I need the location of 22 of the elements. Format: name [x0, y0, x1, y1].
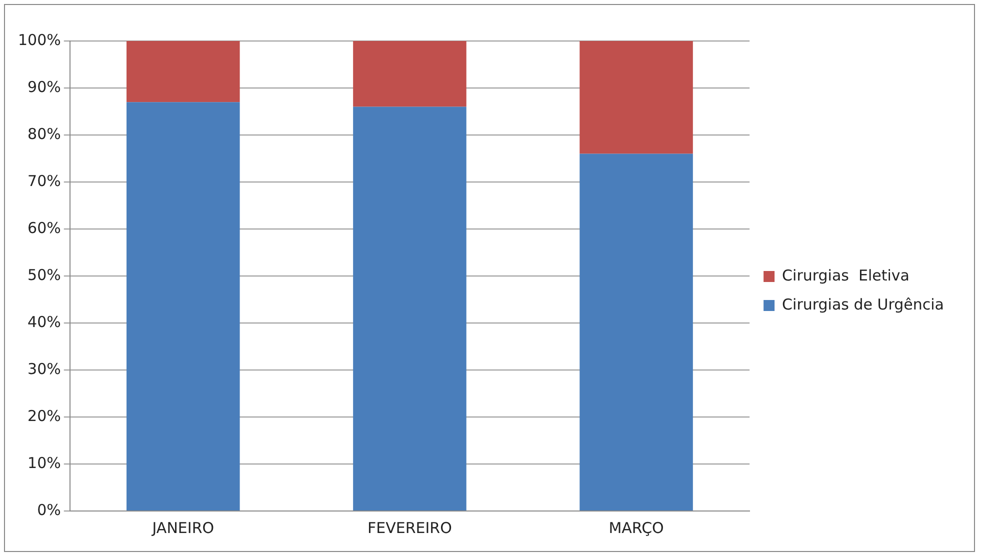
legend-label: Cirurgias de Urgência	[782, 295, 944, 314]
y-tick-label: 0%	[37, 500, 61, 519]
y-tick-label: 50%	[28, 266, 61, 284]
bar	[353, 106, 466, 510]
legend-label: Cirurgias Eletiva	[782, 266, 910, 284]
y-tick-label: 20%	[28, 406, 61, 425]
bar	[580, 154, 693, 510]
y-tick-label: 80%	[28, 124, 61, 143]
y-tick-label: 100%	[18, 30, 61, 49]
y-tick-label: 70%	[28, 172, 61, 190]
y-tick-label: 40%	[28, 312, 61, 331]
bar	[580, 41, 693, 154]
x-tick-label: JANEIRO	[151, 518, 214, 537]
bar	[353, 41, 466, 107]
y-tick-label: 90%	[28, 78, 61, 96]
y-tick-label: 60%	[28, 218, 61, 237]
x-tick-label: MARÇO	[608, 518, 664, 537]
y-tick-label: 10%	[28, 454, 61, 472]
y-tick-label: 30%	[28, 360, 61, 378]
bar	[126, 102, 240, 510]
bar	[126, 41, 240, 102]
x-tick-label: FEVEREIRO	[368, 518, 452, 537]
